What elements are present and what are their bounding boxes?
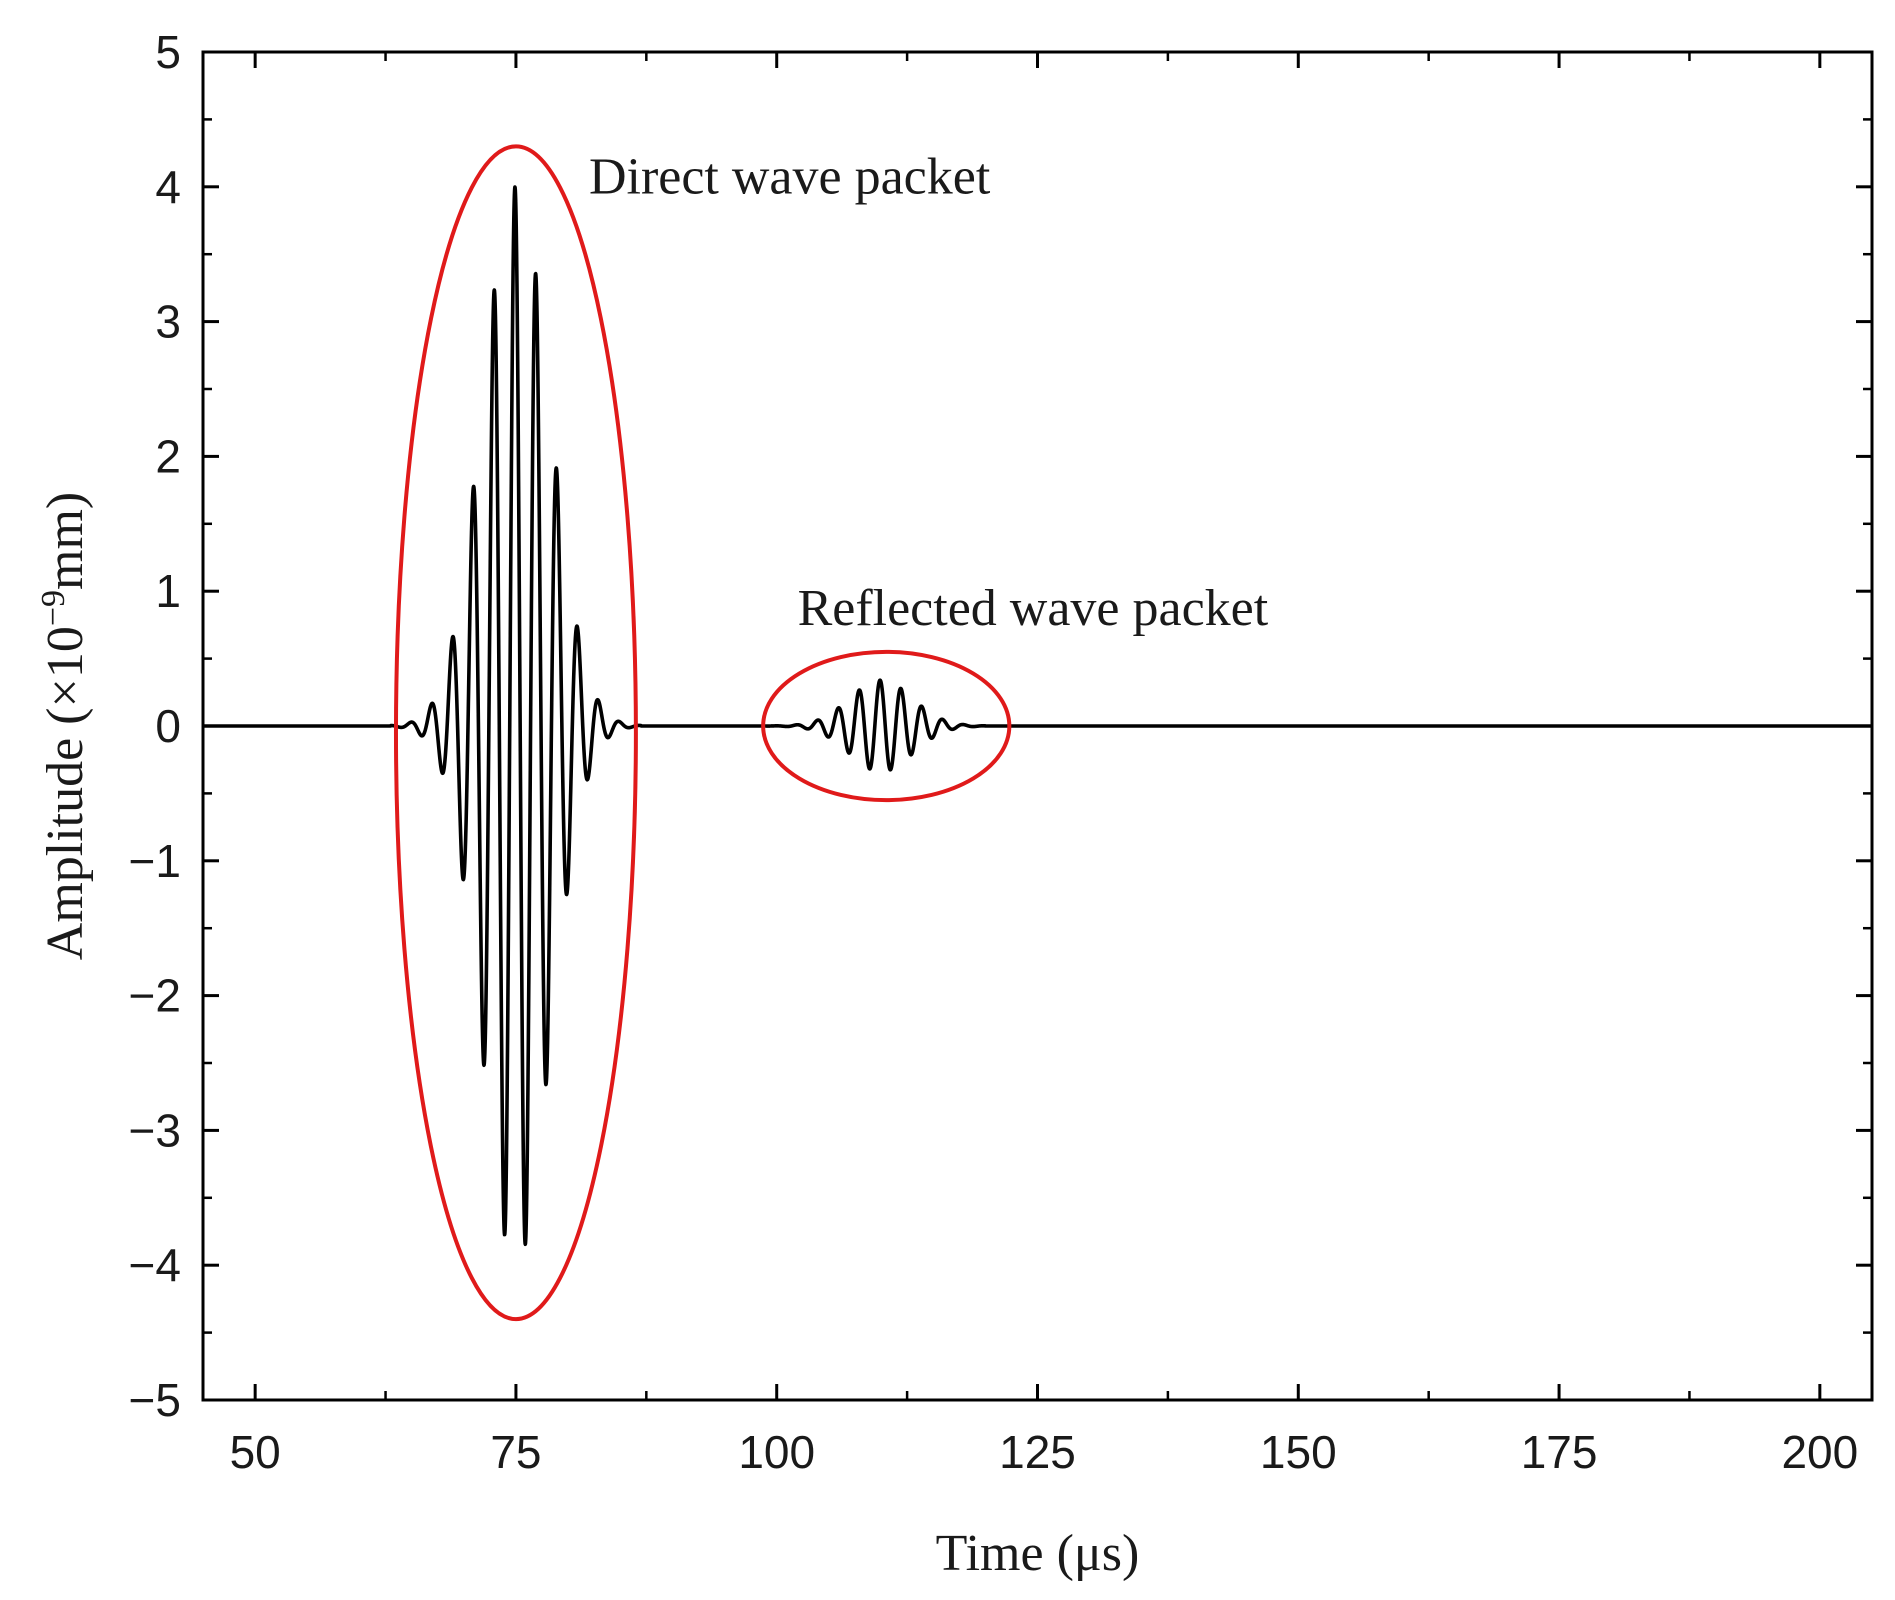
y-axis-title-exponent: −9	[35, 590, 72, 626]
reflected-packet-label: Reflected wave packet	[798, 580, 1269, 637]
y-tick-label: 2	[155, 430, 181, 482]
x-tick-label: 50	[230, 1426, 281, 1478]
y-tick-label: −3	[129, 1104, 181, 1156]
x-axis-title: Time (μs)	[936, 1525, 1140, 1582]
x-tick-label: 125	[999, 1426, 1076, 1478]
signal-line	[201, 185, 1874, 1247]
y-axis-title-prefix: Amplitude (×10	[37, 626, 94, 960]
direct-packet-ellipse	[393, 144, 638, 1322]
y-tick-label: 3	[155, 296, 181, 348]
x-tick-label: 200	[1781, 1426, 1858, 1478]
y-tick-label: −2	[129, 970, 181, 1022]
x-tick-label: 100	[738, 1426, 815, 1478]
y-tick-label: 0	[155, 700, 181, 752]
x-tick-label: 150	[1260, 1426, 1337, 1478]
y-tick-label: −5	[129, 1374, 181, 1426]
reflected-packet-ellipse	[761, 649, 1012, 803]
x-tick-label: 75	[490, 1426, 541, 1478]
direct-packet-label: Direct wave packet	[589, 149, 991, 206]
plot-frame	[201, 50, 1874, 1402]
y-axis-title: Amplitude (×10−9mm)	[35, 492, 95, 960]
y-tick-label: −4	[129, 1239, 181, 1291]
y-axis-title-suffix: mm)	[37, 492, 94, 590]
y-tick-label: 5	[155, 26, 181, 78]
y-tick-label: 1	[155, 565, 181, 617]
y-tick-label: −1	[129, 835, 181, 887]
x-tick-label: 175	[1521, 1426, 1598, 1478]
y-tick-label: 4	[155, 161, 181, 213]
